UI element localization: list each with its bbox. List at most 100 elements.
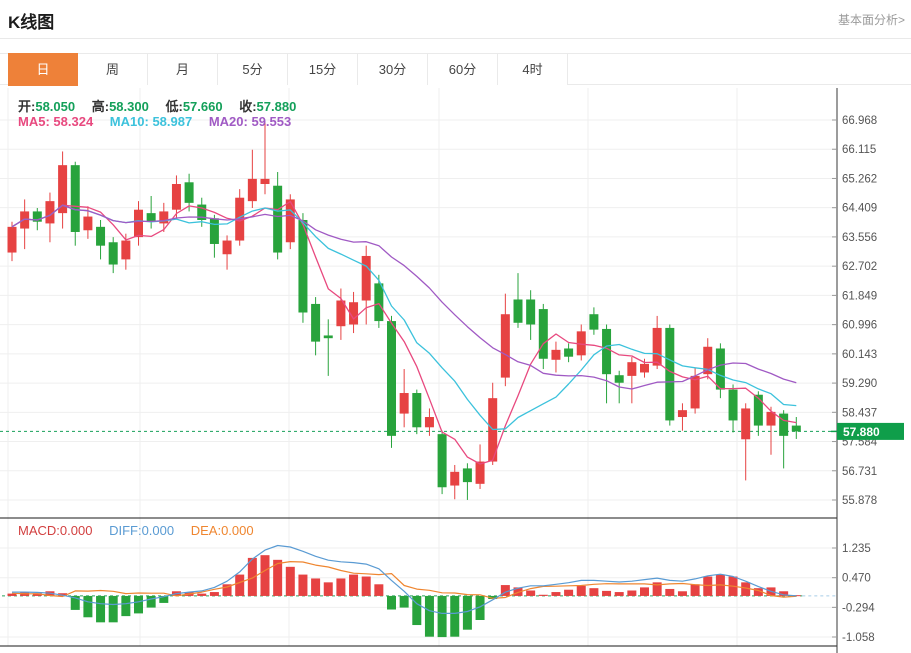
macd-readout: MACD:0.000 DIFF:0.000 DEA:0.000 [18, 523, 267, 538]
macd-bar-negative [462, 595, 472, 630]
macd-bar-positive [311, 578, 321, 596]
candle-up [171, 184, 181, 210]
candle-up [741, 408, 751, 440]
candle-up [450, 471, 460, 486]
macd-bar-negative [387, 595, 396, 610]
axis-tick-label: 66.968 [842, 115, 877, 127]
tab-周[interactable]: 周 [78, 54, 148, 85]
fundamental-analysis-link[interactable]: 基本面分析> [837, 13, 905, 27]
candle-down [184, 182, 194, 203]
diff-value: 0.000 [141, 523, 175, 538]
axis-tick-label: -1.058 [842, 632, 875, 644]
tab-15分[interactable]: 15分 [288, 54, 358, 85]
candle-up [551, 349, 561, 360]
dea-value: 0.000 [221, 523, 254, 538]
candle-down [513, 299, 523, 323]
candle-down [462, 468, 472, 483]
low-value: 57.660 [182, 99, 223, 114]
candle-down [298, 219, 308, 313]
candle-up [58, 165, 68, 214]
macd-bar-negative [399, 595, 409, 608]
macd-bar-positive [564, 589, 574, 596]
macd-bar-negative [70, 595, 80, 610]
candlestick-layer [7, 122, 801, 500]
ma20-value: 59.553 [251, 114, 292, 129]
ma5-value: 58.324 [53, 114, 94, 129]
macd-value: 0.000 [59, 523, 93, 538]
macd-bar-positive [614, 592, 624, 596]
candle-down [779, 413, 789, 436]
candle-down [614, 375, 624, 383]
macd-bar-positive [538, 594, 548, 596]
candle-up [475, 461, 485, 484]
candle-up [247, 178, 257, 202]
candle-down [665, 327, 675, 421]
tab-月[interactable]: 月 [148, 54, 218, 85]
candle-up [7, 226, 17, 253]
macd-bar-positive [753, 588, 763, 596]
ma10-value: 58.987 [152, 114, 193, 129]
macd-bar-positive [640, 587, 649, 596]
axis-tick-label: 64.409 [842, 203, 877, 215]
tab-30分[interactable]: 30分 [358, 54, 428, 85]
axis-tick-label: 60.143 [842, 349, 877, 361]
title-divider [0, 38, 911, 39]
candle-down [108, 242, 118, 265]
ma-readout: MA5: 58.324 MA10: 58.987 MA20: 59.553 [18, 114, 304, 129]
macd-label: MACD: [18, 523, 60, 538]
candle-up [677, 410, 687, 418]
ma10-label: MA10: [109, 114, 149, 129]
ma5-line [11, 200, 797, 465]
candle-down [564, 348, 574, 357]
axis-tick-label: 61.849 [842, 290, 877, 302]
candle-down [437, 434, 447, 488]
macd-bar-positive [285, 566, 295, 596]
open-value: 58.050 [35, 99, 76, 114]
candle-up [134, 209, 143, 238]
macd-bar-negative [475, 595, 485, 620]
macd-bar-negative [108, 595, 118, 623]
ohlc-readout: 开:58.050 高:58.300 低:57.660 收:57.880 [18, 96, 309, 115]
macd-bar-positive [576, 585, 586, 596]
tab-60分[interactable]: 60分 [428, 54, 498, 85]
macd-bar-positive [741, 582, 751, 596]
high-value: 58.300 [109, 99, 149, 114]
macd-bar-positive [627, 590, 637, 596]
candle-up [285, 199, 295, 243]
macd-bar-positive [513, 587, 523, 596]
macd-bar-negative [424, 595, 434, 637]
candle-down [374, 283, 384, 322]
close-value: 57.880 [256, 99, 297, 114]
diff-label: DIFF: [109, 523, 142, 538]
candle-down [387, 321, 396, 436]
candle-up [576, 331, 586, 356]
macd-bar-positive [374, 584, 384, 596]
axis-tick-label: 56.731 [842, 466, 877, 478]
candle-up [45, 201, 55, 224]
macd-bar-negative [437, 595, 447, 638]
macd-bar-positive [58, 593, 68, 596]
axis-tick-label: -0.294 [842, 602, 875, 614]
axis-tick-label: 65.262 [842, 173, 877, 185]
current-price-tag: 57.880 [831, 422, 904, 440]
candle-up [652, 327, 662, 366]
candle-up [766, 411, 776, 426]
macd-bar-positive [323, 582, 333, 596]
macd-bar-positive [665, 588, 675, 596]
macd-bar-negative [83, 595, 93, 618]
low-label: 低: [165, 99, 183, 114]
candle-up [83, 216, 93, 231]
tab-4时[interactable]: 4时 [498, 54, 568, 85]
macd-bar-negative [450, 595, 460, 637]
diff-line [12, 544, 797, 615]
macd-bar-negative [121, 595, 131, 617]
candle-down [70, 165, 80, 232]
axis-tick-label: 66.115 [842, 144, 876, 156]
tab-5分[interactable]: 5分 [218, 54, 288, 85]
candle-down [209, 218, 219, 244]
tab-日[interactable]: 日 [8, 53, 78, 86]
candle-down [412, 393, 422, 428]
price-tag-bg [837, 422, 904, 440]
candle-up [703, 346, 713, 375]
